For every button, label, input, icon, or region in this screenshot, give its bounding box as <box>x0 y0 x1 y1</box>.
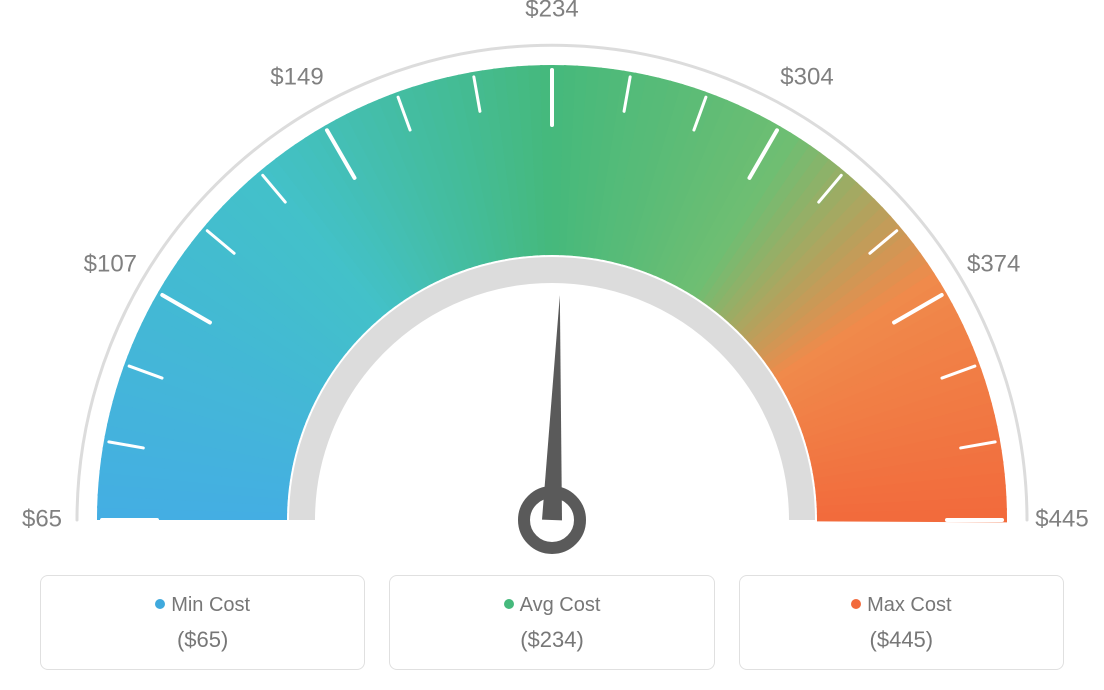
legend-avg-label-text: Avg Cost <box>520 594 601 616</box>
legend-min-value: ($65) <box>51 627 354 653</box>
dot-icon <box>155 599 165 609</box>
legend-max-value: ($445) <box>750 627 1053 653</box>
gauge-svg: $65 $107 $149 $234 $304 $374 $445 <box>0 0 1104 560</box>
legend-avg-label: Avg Cost <box>400 594 703 617</box>
legend-max-label: Max Cost <box>750 594 1053 617</box>
svg-text:$234: $234 <box>525 0 578 22</box>
svg-text:$65: $65 <box>22 505 62 532</box>
svg-text:$107: $107 <box>84 250 137 277</box>
legend-card-min: Min Cost ($65) <box>40 575 365 670</box>
svg-text:$149: $149 <box>270 64 323 91</box>
legend-card-avg: Avg Cost ($234) <box>389 575 714 670</box>
dot-icon <box>504 599 514 609</box>
svg-text:$374: $374 <box>967 250 1020 277</box>
cost-gauge: $65 $107 $149 $234 $304 $374 $445 <box>0 0 1104 560</box>
legend-max-label-text: Max Cost <box>867 594 951 616</box>
legend-card-max: Max Cost ($445) <box>739 575 1064 670</box>
legend-min-label: Min Cost <box>51 594 354 617</box>
svg-text:$304: $304 <box>780 64 833 91</box>
legend-row: Min Cost ($65) Avg Cost ($234) Max Cost … <box>40 575 1064 670</box>
dot-icon <box>851 599 861 609</box>
legend-avg-value: ($234) <box>400 627 703 653</box>
svg-text:$445: $445 <box>1035 505 1088 532</box>
legend-min-label-text: Min Cost <box>171 594 250 616</box>
